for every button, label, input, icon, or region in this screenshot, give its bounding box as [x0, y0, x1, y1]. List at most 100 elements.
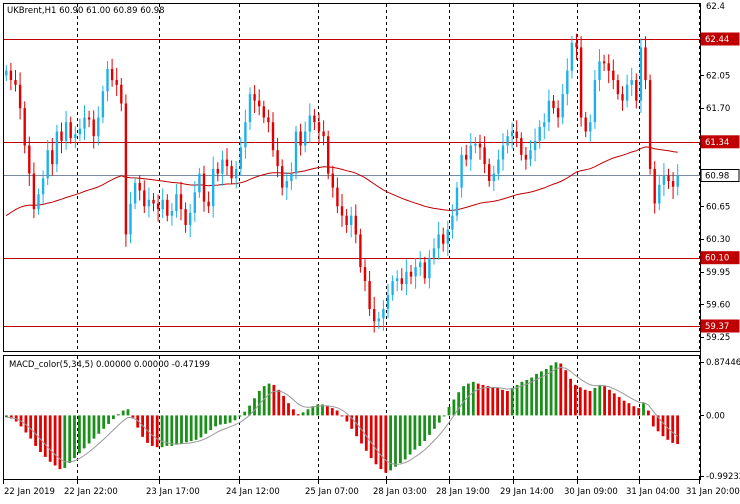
macd-bar[interactable] — [496, 388, 499, 416]
candle-body[interactable] — [129, 204, 131, 235]
candle-body[interactable] — [148, 200, 150, 207]
candle-body[interactable] — [143, 190, 145, 206]
candle-body[interactable] — [548, 101, 550, 123]
macd-bar[interactable] — [39, 415, 42, 452]
macd-bar[interactable] — [443, 415, 446, 416]
macd-bar[interactable] — [34, 415, 37, 446]
macd-bar[interactable] — [161, 415, 164, 447]
candle-body[interactable] — [93, 119, 95, 136]
candle-body[interactable] — [506, 136, 508, 145]
macd-bar[interactable] — [282, 396, 285, 416]
candle-body[interactable] — [322, 132, 324, 137]
macd-bar[interactable] — [307, 409, 310, 415]
macd-bar[interactable] — [117, 414, 120, 415]
candle-body[interactable] — [405, 272, 407, 284]
macd-bar[interactable] — [477, 384, 480, 416]
candle-body[interactable] — [120, 85, 122, 104]
macd-bar[interactable] — [501, 390, 504, 416]
candle-body[interactable] — [327, 136, 329, 173]
macd-bar[interactable] — [170, 415, 173, 446]
macd-bar[interactable] — [375, 415, 378, 464]
candle-body[interactable] — [571, 43, 573, 71]
macd-bar[interactable] — [204, 415, 207, 433]
candle-body[interactable] — [447, 230, 449, 244]
candle-body[interactable] — [608, 63, 610, 71]
macd-bar[interactable] — [73, 415, 76, 458]
candle-body[interactable] — [221, 160, 223, 174]
candle-body[interactable] — [419, 262, 421, 267]
candle-body[interactable] — [493, 174, 495, 182]
macd-bar[interactable] — [671, 415, 674, 443]
candle-body[interactable] — [511, 132, 513, 137]
candle-body[interactable] — [520, 138, 522, 155]
macd-bar[interactable] — [418, 415, 421, 446]
macd-bar[interactable] — [642, 403, 645, 415]
candle-body[interactable] — [166, 200, 168, 216]
candle-body[interactable] — [272, 122, 274, 150]
candle-body[interactable] — [364, 267, 366, 281]
candle-body[interactable] — [79, 129, 81, 135]
macd-bar[interactable] — [433, 415, 436, 428]
candle-body[interactable] — [612, 71, 614, 80]
candle-body[interactable] — [621, 94, 623, 101]
macd-bar[interactable] — [623, 401, 626, 416]
macd-bar[interactable] — [83, 415, 86, 448]
candle-body[interactable] — [442, 234, 444, 243]
candle-body[interactable] — [424, 262, 426, 278]
candle-body[interactable] — [603, 61, 605, 63]
macd-bar[interactable] — [676, 415, 679, 444]
candle-body[interactable] — [88, 118, 90, 120]
candle-body[interactable] — [649, 80, 651, 169]
candle-body[interactable] — [152, 200, 154, 204]
candle-body[interactable] — [313, 116, 315, 123]
macd-bar[interactable] — [107, 415, 110, 424]
candle-body[interactable] — [33, 174, 35, 210]
macd-bar[interactable] — [355, 415, 358, 436]
macd-bar[interactable] — [506, 391, 509, 415]
candle-body[interactable] — [203, 174, 205, 202]
macd-bar[interactable] — [584, 390, 587, 416]
macd-bar[interactable] — [214, 415, 217, 426]
candle-body[interactable] — [14, 80, 16, 85]
macd-bar[interactable] — [200, 415, 203, 437]
macd-bar[interactable] — [341, 415, 344, 416]
macd-bar[interactable] — [559, 364, 562, 416]
candle-body[interactable] — [677, 176, 679, 187]
macd-bar[interactable] — [457, 392, 460, 415]
macd-bar[interactable] — [112, 415, 115, 419]
candle-body[interactable] — [139, 183, 141, 191]
macd-bar[interactable] — [49, 415, 52, 461]
macd-bar[interactable] — [482, 385, 485, 416]
candle-body[interactable] — [566, 71, 568, 94]
candle-body[interactable] — [644, 47, 646, 80]
candle-body[interactable] — [368, 281, 370, 309]
candle-body[interactable] — [56, 132, 58, 165]
macd-bar[interactable] — [102, 415, 105, 428]
candle-body[interactable] — [65, 122, 67, 141]
macd-bar[interactable] — [59, 415, 62, 469]
candle-body[interactable] — [359, 234, 361, 267]
candle-body[interactable] — [617, 80, 619, 94]
macd-bar[interactable] — [579, 387, 582, 415]
candle-body[interactable] — [70, 122, 72, 138]
candle-body[interactable] — [125, 104, 127, 235]
candle-body[interactable] — [235, 169, 237, 178]
macd-bar[interactable] — [370, 415, 373, 458]
macd-bar[interactable] — [384, 415, 387, 472]
macd-bar[interactable] — [647, 411, 650, 416]
macd-bar[interactable] — [389, 415, 392, 470]
candle-body[interactable] — [497, 160, 499, 174]
macd-bar[interactable] — [594, 388, 597, 416]
candle-body[interactable] — [258, 101, 260, 107]
candle-body[interactable] — [589, 122, 591, 131]
macd-bar[interactable] — [525, 380, 528, 415]
candle-body[interactable] — [10, 71, 12, 80]
candle-body[interactable] — [658, 185, 660, 204]
candle-body[interactable] — [414, 267, 416, 276]
macd-bar[interactable] — [88, 415, 91, 443]
candle-body[interactable] — [433, 248, 435, 257]
candle-body[interactable] — [332, 174, 334, 188]
candle-body[interactable] — [194, 192, 196, 213]
macd-bar[interactable] — [54, 415, 57, 465]
macd-bar[interactable] — [516, 385, 519, 416]
